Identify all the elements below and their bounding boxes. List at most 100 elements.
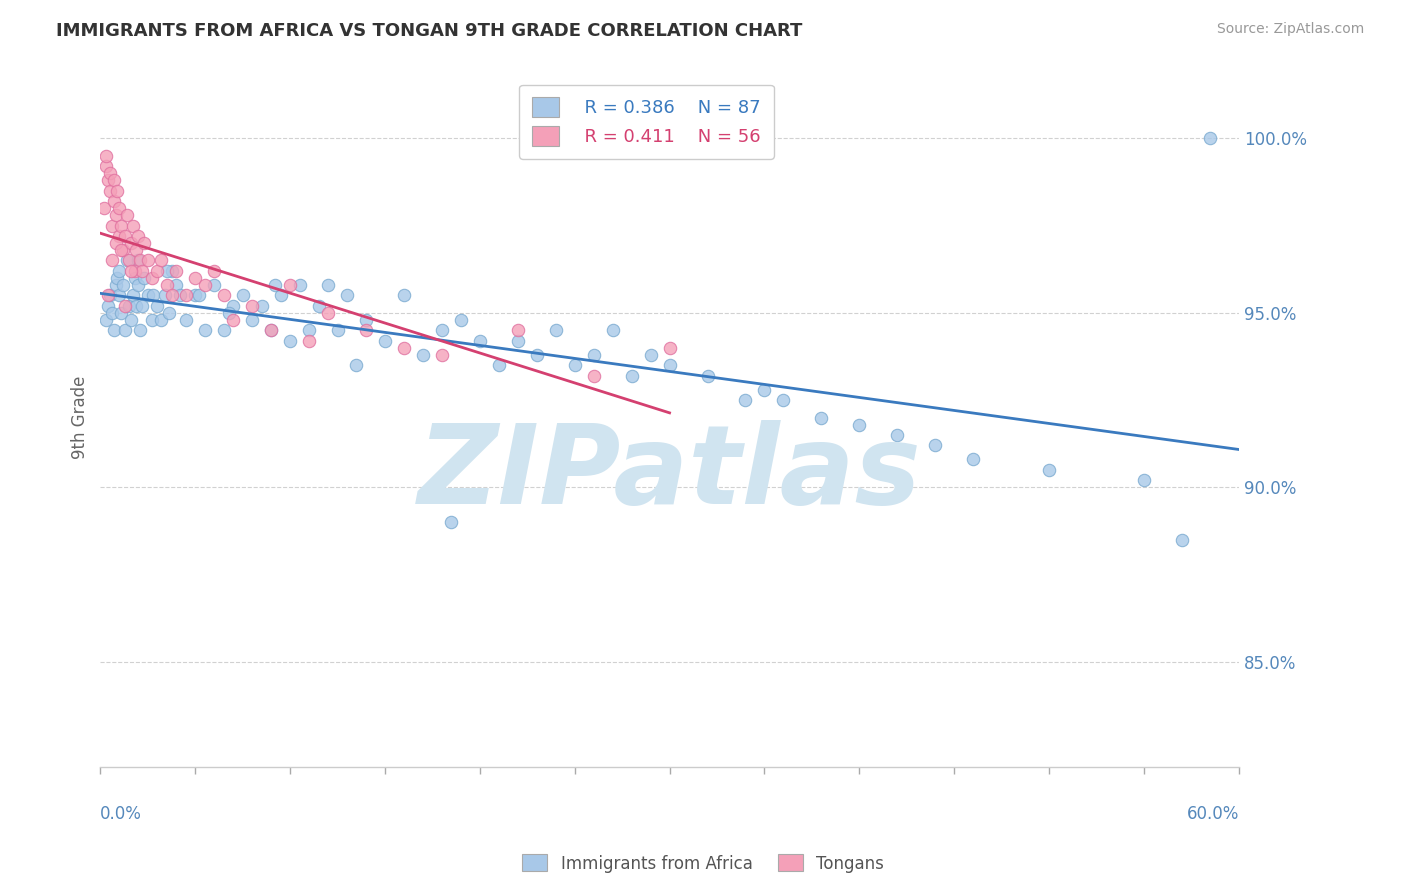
Point bbox=[1038, 463, 1060, 477]
Point bbox=[564, 358, 586, 372]
Point bbox=[240, 313, 263, 327]
Point bbox=[114, 299, 136, 313]
Point bbox=[162, 288, 184, 302]
Point bbox=[108, 264, 131, 278]
Point bbox=[131, 299, 153, 313]
Point bbox=[772, 393, 794, 408]
Point bbox=[174, 313, 197, 327]
Point bbox=[125, 299, 148, 313]
Point bbox=[250, 299, 273, 313]
Point bbox=[132, 235, 155, 250]
Point bbox=[222, 299, 245, 313]
Point bbox=[114, 229, 136, 244]
Legend:   R = 0.386    N = 87,   R = 0.411    N = 56: R = 0.386 N = 87, R = 0.411 N = 56 bbox=[519, 85, 773, 159]
Point bbox=[125, 243, 148, 257]
Point bbox=[94, 313, 117, 327]
Point bbox=[157, 306, 180, 320]
Point bbox=[120, 235, 142, 250]
Point bbox=[184, 271, 207, 285]
Point bbox=[202, 277, 225, 292]
Point bbox=[115, 253, 138, 268]
Y-axis label: 9th Grade: 9th Grade bbox=[72, 376, 89, 459]
Legend: Immigrants from Africa, Tongans: Immigrants from Africa, Tongans bbox=[516, 847, 890, 880]
Point bbox=[114, 323, 136, 337]
Point bbox=[169, 288, 191, 302]
Point bbox=[696, 368, 718, 383]
Point bbox=[156, 277, 179, 292]
Point bbox=[232, 288, 254, 302]
Point bbox=[97, 173, 120, 187]
Point bbox=[526, 348, 548, 362]
Point bbox=[103, 173, 125, 187]
Point bbox=[354, 313, 377, 327]
Point bbox=[582, 368, 605, 383]
Point bbox=[146, 264, 169, 278]
Text: Source: ZipAtlas.com: Source: ZipAtlas.com bbox=[1216, 22, 1364, 37]
Point bbox=[129, 253, 152, 268]
Point bbox=[100, 253, 122, 268]
Point bbox=[308, 299, 330, 313]
Point bbox=[506, 334, 529, 348]
Point bbox=[94, 159, 117, 173]
Point bbox=[316, 306, 339, 320]
Text: ZIPatlas: ZIPatlas bbox=[418, 420, 921, 527]
Point bbox=[112, 277, 135, 292]
Point bbox=[278, 277, 301, 292]
Point bbox=[108, 201, 131, 215]
Point bbox=[110, 243, 132, 257]
Point bbox=[582, 348, 605, 362]
Point bbox=[194, 277, 217, 292]
Point bbox=[118, 253, 141, 268]
Point bbox=[298, 334, 321, 348]
Point bbox=[430, 323, 453, 337]
Point bbox=[162, 264, 184, 278]
Point bbox=[127, 229, 149, 244]
Point bbox=[121, 219, 143, 233]
Point bbox=[202, 264, 225, 278]
Point bbox=[127, 253, 149, 268]
Point bbox=[93, 201, 115, 215]
Point bbox=[430, 348, 453, 362]
Point bbox=[141, 271, 163, 285]
Point bbox=[127, 277, 149, 292]
Point bbox=[264, 277, 287, 292]
Point bbox=[374, 334, 396, 348]
Point bbox=[288, 277, 311, 292]
Point bbox=[278, 334, 301, 348]
Point bbox=[270, 288, 292, 302]
Point bbox=[886, 428, 908, 442]
Point bbox=[392, 341, 415, 355]
Point bbox=[150, 313, 173, 327]
Point bbox=[658, 358, 681, 372]
Point bbox=[392, 288, 415, 302]
Text: 0.0%: 0.0% bbox=[100, 805, 142, 823]
Point bbox=[108, 229, 131, 244]
Text: IMMIGRANTS FROM AFRICA VS TONGAN 9TH GRADE CORRELATION CHART: IMMIGRANTS FROM AFRICA VS TONGAN 9TH GRA… bbox=[56, 22, 803, 40]
Point bbox=[156, 264, 179, 278]
Point bbox=[110, 306, 132, 320]
Point bbox=[440, 516, 463, 530]
Point bbox=[98, 166, 121, 180]
Point bbox=[118, 299, 141, 313]
Point bbox=[97, 288, 120, 302]
Point bbox=[110, 219, 132, 233]
Point bbox=[260, 323, 283, 337]
Point bbox=[121, 288, 143, 302]
Point bbox=[97, 299, 120, 313]
Point bbox=[104, 208, 127, 222]
Point bbox=[184, 288, 207, 302]
Point bbox=[108, 288, 131, 302]
Point bbox=[450, 313, 472, 327]
Point bbox=[640, 348, 662, 362]
Point bbox=[962, 452, 984, 467]
Point bbox=[153, 288, 176, 302]
Point bbox=[132, 271, 155, 285]
Point bbox=[346, 358, 368, 372]
Point bbox=[754, 383, 776, 397]
Point bbox=[103, 323, 125, 337]
Point bbox=[188, 288, 211, 302]
Point bbox=[131, 264, 153, 278]
Point bbox=[194, 323, 217, 337]
Point bbox=[488, 358, 510, 372]
Point bbox=[165, 264, 187, 278]
